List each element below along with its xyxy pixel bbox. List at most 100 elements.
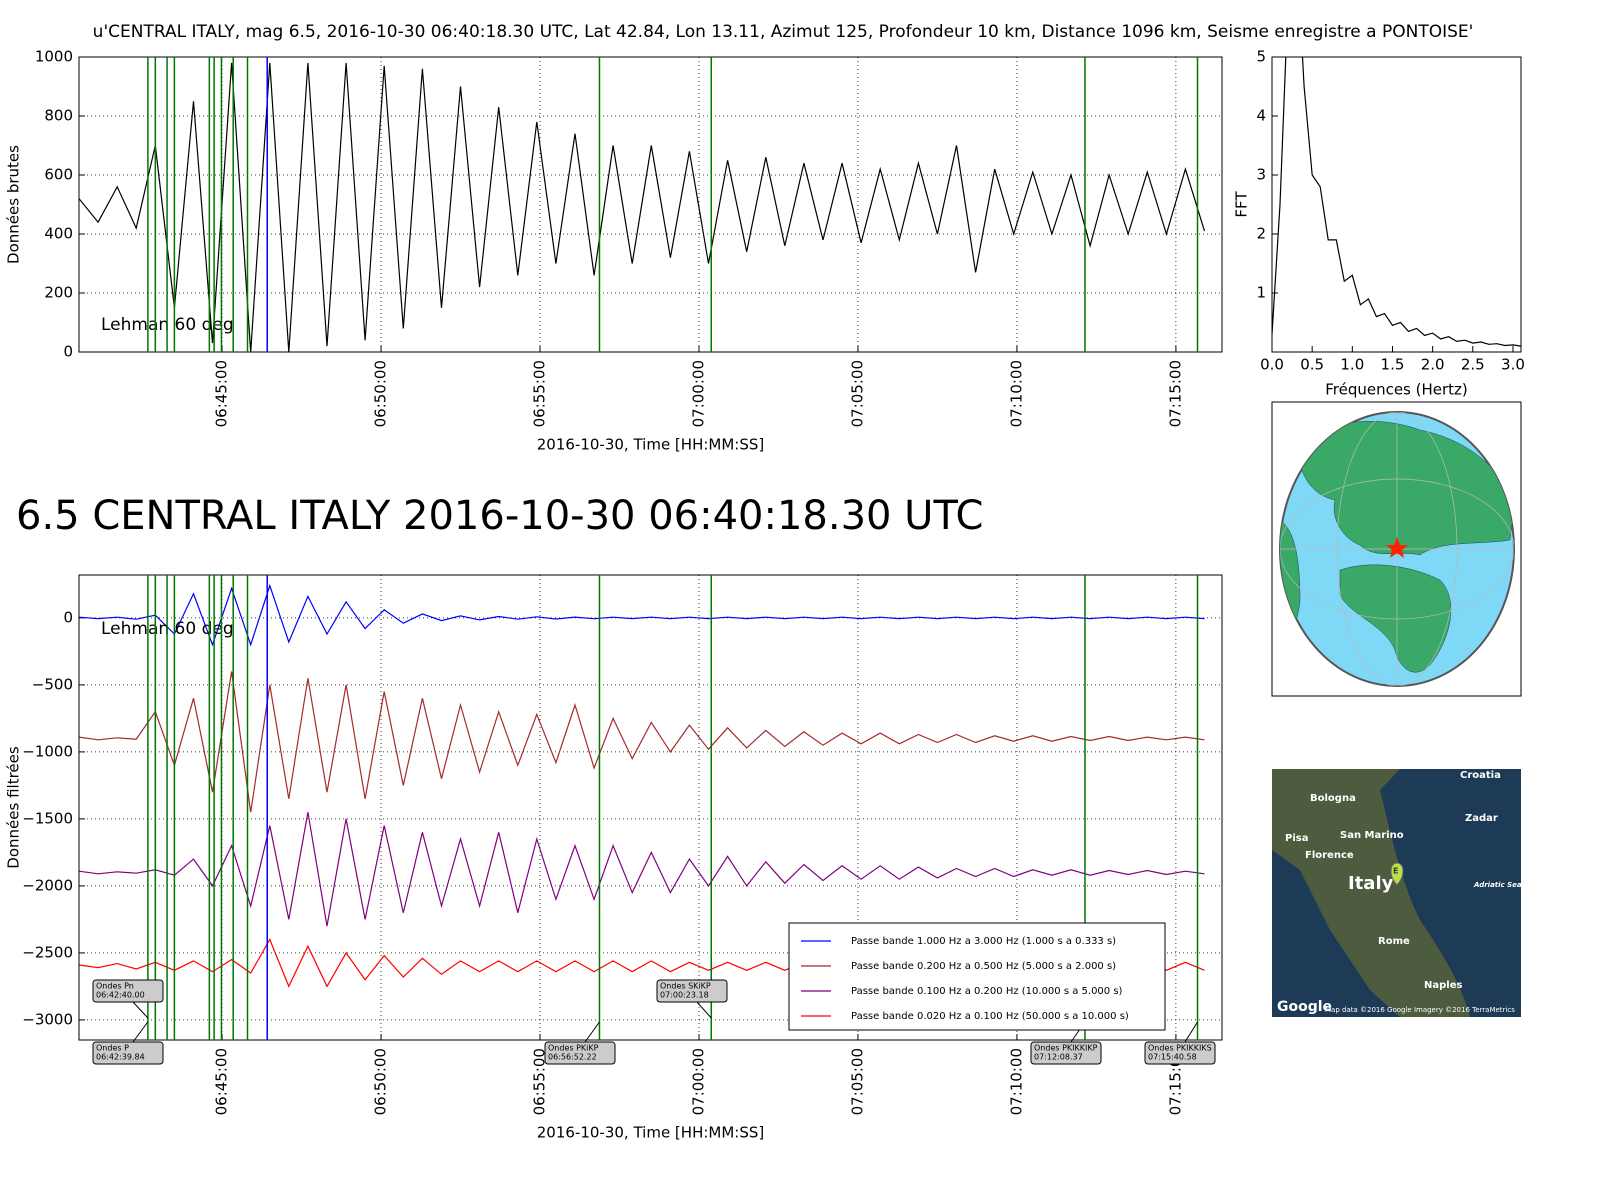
map-label: Pisa (1285, 833, 1308, 844)
legend-label: Passe bande 1.000 Hz a 3.000 Hz (1.000 s… (851, 936, 1116, 947)
map-label: Adriatic Sea (1473, 881, 1522, 889)
x-tick-label: 07:00:00 (689, 360, 707, 427)
phase-box (1030, 1041, 1102, 1065)
y-tick-label: −1500 (22, 809, 73, 827)
y-axis-label: Données filtrées (5, 746, 23, 869)
map-label: Naples (1424, 980, 1462, 991)
x-tick-label: 06:45:00 (213, 1048, 231, 1115)
phase-name: Ondes PKIKKIKP (1034, 1044, 1098, 1053)
y-tick-label: 5 (1256, 48, 1266, 66)
map-label: Florence (1305, 850, 1354, 861)
y-tick-label: 200 (44, 284, 73, 302)
x-tick-label: 2.0 (1421, 356, 1445, 374)
phase-box (92, 979, 164, 1003)
y-tick-label: 400 (44, 225, 73, 243)
y-tick-label: −2500 (22, 943, 73, 961)
chart: 0 200 400 600 800 1000 06:45:00 06:50:00 06:55:0… (5, 48, 1223, 454)
x-tick-label: 07:10:00 (1007, 1048, 1025, 1115)
phase-arrow (696, 1001, 712, 1019)
y-tick-label: 3 (1256, 166, 1266, 184)
x-tick-label: 06:50:00 (372, 360, 390, 427)
legend-box (788, 922, 1166, 1031)
plot (1272, 57, 1521, 347)
x-tick-label: 07:05:00 (848, 1048, 866, 1115)
x-tick-label: 07:05:00 (848, 360, 866, 427)
axes-frame (78, 574, 1223, 1041)
phase-arrow (584, 1021, 600, 1043)
legend-label: Passe bande 0.020 Hz a 0.100 Hz (50.000 … (851, 1011, 1129, 1022)
phase-arrow (132, 1021, 149, 1043)
axes-frame (1271, 56, 1522, 353)
x-tick-label: 1.5 (1381, 356, 1405, 374)
map: Croatia Bologna Zadar San Marino Pisa Fl… (1272, 769, 1522, 1017)
epicenter-star (1386, 537, 1408, 558)
map-label: San Marino (1340, 830, 1404, 841)
phase-arrow (132, 1001, 149, 1019)
phase-time: 06:42:39.84 (96, 1053, 145, 1062)
x-tick-label: 06:55:00 (531, 360, 549, 427)
trace (1272, 57, 1521, 347)
x-tick-label: 06:50:00 (372, 1048, 390, 1115)
phase-name: Ondes P (96, 1044, 129, 1053)
map-label: Bologna (1310, 793, 1356, 804)
y-axis-label: Données brutes (5, 145, 23, 264)
phase-box (656, 979, 728, 1003)
y-axis-label: FFT (1233, 191, 1251, 218)
y-tick-label: −500 (32, 675, 73, 693)
x-tick-label: 2.5 (1461, 356, 1485, 374)
phase-time: 07:12:08.37 (1034, 1053, 1083, 1062)
map-marker (1390, 862, 1404, 886)
x-axis-label: Fréquences (Hertz) (1325, 381, 1468, 399)
legend-label: Passe bande 0.100 Hz a 0.200 Hz (10.000 … (851, 986, 1123, 997)
y-tick-label: −1000 (22, 742, 73, 760)
x-axis-label: 2016-10-30, Time [HH:MM:SS] (537, 436, 764, 454)
phase-name: Ondes SKiKP (660, 982, 711, 991)
phase-name: Ondes Pn (96, 982, 134, 991)
y-tick-label: 1000 (35, 48, 73, 66)
globe (1271, 401, 1522, 697)
plot-area (1272, 57, 1521, 352)
phase-time: 07:15:40.58 (1148, 1053, 1197, 1062)
map-label: Zadar (1465, 813, 1498, 824)
y-tick-label: 600 (44, 166, 73, 184)
x-tick-label: 07:15:00 (1166, 1048, 1184, 1115)
phase-box (1144, 1041, 1216, 1065)
x-tick-label: 1.0 (1340, 356, 1364, 374)
chart: 1 2 3 4 5 0.0 0.5 1.0 1.5 2.0 2.5 3.0 Fréquences (He… (1233, 48, 1525, 399)
phase-box (92, 1041, 164, 1065)
map-sea (1380, 769, 1521, 1017)
phase-time: 06:56:52.22 (548, 1053, 597, 1062)
y-tick-label: 800 (44, 107, 73, 125)
chart: −3000 −2500 −2000 −1500 −1000 −500 0 06:45:00 06… (5, 574, 1223, 1142)
x-tick-label: 07:00:00 (689, 1048, 707, 1115)
y-tick-label: 0 (63, 343, 73, 361)
phase-time: 07:00:23.18 (660, 991, 709, 1000)
x-tick-label: 06:45:00 (213, 360, 231, 427)
chart-title: 6.5 CENTRAL ITALY 2016-10-30 06:40:18.30… (16, 493, 983, 539)
axes-frame (78, 56, 1223, 353)
legend-label: Passe bande 0.200 Hz a 0.500 Hz (5.000 s… (851, 961, 1116, 972)
y-tick-label: 0 (63, 608, 73, 626)
map-marker-label: E (1393, 867, 1398, 876)
map-label: Rome (1378, 936, 1410, 947)
y-tick-label: −3000 (22, 1010, 73, 1028)
x-tick-label: 06:55:00 (531, 1048, 549, 1115)
y-tick-label: −2000 (22, 876, 73, 894)
phase-time: 06:42:40.00 (96, 991, 145, 1000)
x-tick-label: 3.0 (1501, 356, 1525, 374)
eurasia (1298, 421, 1514, 556)
x-tick-label: 07:10:00 (1007, 360, 1025, 427)
phase-name: Ondes PKIKKIKS (1148, 1044, 1212, 1053)
y-tick-label: 4 (1256, 107, 1266, 125)
x-axis-label: 2016-10-30, Time [HH:MM:SS] (537, 1124, 764, 1142)
phase-name: Ondes PKiKP (548, 1044, 599, 1053)
x-tick-label: 07:15:00 (1166, 360, 1184, 427)
x-tick-label: 0.5 (1300, 356, 1324, 374)
plot-area (79, 57, 1222, 352)
map-attribution: Map data ©2016 Google Imagery ©2016 Terr… (1325, 1006, 1515, 1014)
chart-title: u'CENTRAL ITALY, mag 6.5, 2016-10-30 06:… (93, 22, 1474, 42)
map-label: Croatia (1460, 770, 1501, 781)
africa (1339, 564, 1452, 673)
map-sea (1272, 850, 1400, 1017)
